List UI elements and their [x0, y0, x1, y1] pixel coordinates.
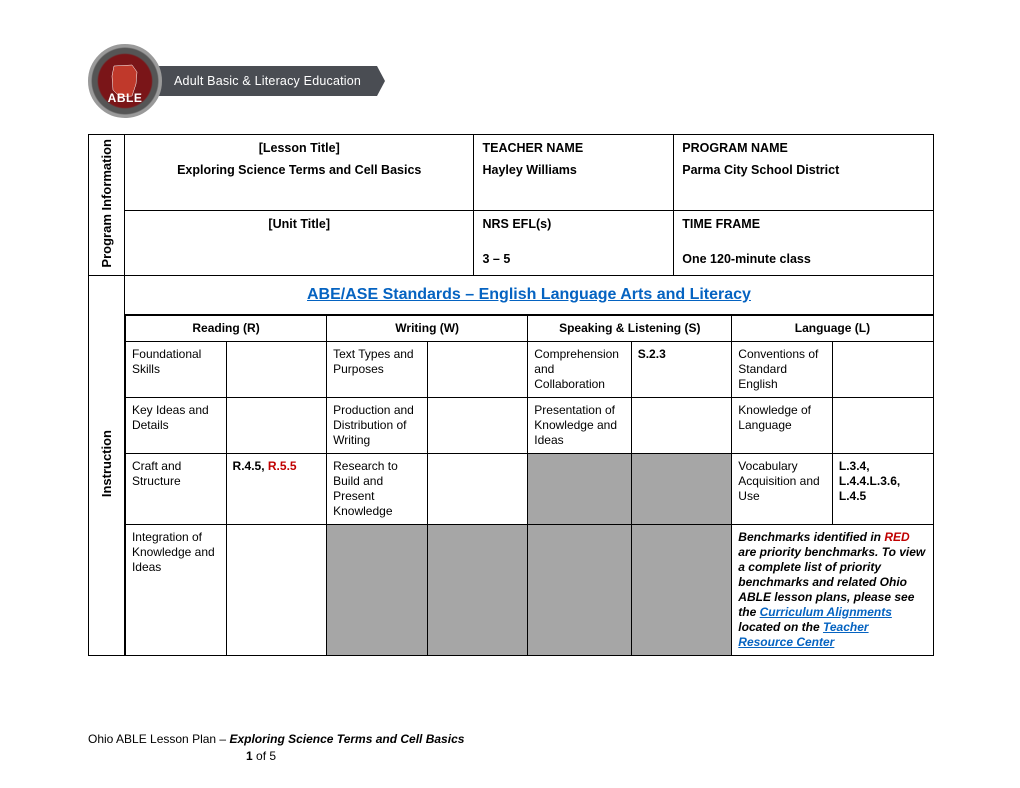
able-logo-badge: ABLE: [88, 44, 162, 118]
instruction-label: Instruction: [89, 275, 125, 656]
w-texttypes: Text Types and Purposes: [327, 341, 428, 397]
time-label: TIME FRAME: [674, 210, 934, 238]
w-production-code: [427, 397, 528, 453]
footer-line1: Ohio ABLE Lesson Plan – Exploring Scienc…: [88, 731, 464, 748]
s-comprehension: Comprehension and Collaboration: [528, 341, 631, 397]
footer: Ohio ABLE Lesson Plan – Exploring Scienc…: [88, 731, 464, 765]
w-research-code: [427, 453, 528, 524]
col-speaking: Speaking & Listening (S): [528, 315, 732, 341]
w-production: Production and Distribution of Writing: [327, 397, 428, 453]
program-label: PROGRAM NAME: [674, 135, 934, 163]
s-empty-2: [528, 524, 631, 655]
r-craft: Craft and Structure: [125, 453, 226, 524]
curriculum-alignments-link[interactable]: Curriculum Alignments: [760, 605, 892, 619]
w-texttypes-code: [427, 341, 528, 397]
unit-title-label: [Unit Title]: [124, 210, 474, 238]
teacher-name: Hayley Williams: [474, 163, 674, 210]
logo-bar: ABLE Adult Basic & Literacy Education: [88, 44, 377, 118]
standards-grid: Reading (R) Writing (W) Speaking & Liste…: [125, 315, 934, 656]
lesson-title: Exploring Science Terms and Cell Basics: [124, 163, 474, 210]
r-keyideas: Key Ideas and Details: [125, 397, 226, 453]
logo-ribbon: Adult Basic & Literacy Education: [146, 66, 377, 96]
w-research: Research to Build and Present Knowledge: [327, 453, 428, 524]
s-empty-1-code: [631, 453, 732, 524]
teacher-label: TEACHER NAME: [474, 135, 674, 163]
s-presentation-code: [631, 397, 732, 453]
s-empty-2-code: [631, 524, 732, 655]
lesson-plan-table: Program Information [Lesson Title] TEACH…: [88, 134, 934, 656]
col-writing: Writing (W): [327, 315, 528, 341]
l-conventions: Conventions of Standard English: [732, 341, 833, 397]
l-vocab: Vocabulary Acquisition and Use: [732, 453, 833, 524]
benchmark-note: Benchmarks identified in RED are priorit…: [732, 524, 933, 655]
nrs-label: NRS EFL(s): [474, 210, 674, 238]
r-integration: Integration of Knowledge and Ideas: [125, 524, 226, 655]
r-integration-code: [226, 524, 327, 655]
standards-cell: ABE/ASE Standards – English Language Art…: [124, 275, 933, 314]
r-craft-code: R.4.5, R.5.5: [226, 453, 327, 524]
l-knowledge-code: [832, 397, 933, 453]
w-empty: [327, 524, 428, 655]
time-value: One 120-minute class: [674, 238, 934, 275]
logo-acronym: ABLE: [108, 91, 143, 105]
standards-link[interactable]: ABE/ASE Standards – English Language Art…: [307, 286, 751, 303]
l-knowledge: Knowledge of Language: [732, 397, 833, 453]
r-foundational-code: [226, 341, 327, 397]
program-info-label: Program Information: [89, 135, 125, 276]
l-conventions-code: [832, 341, 933, 397]
page-number: 1 of 5: [246, 748, 464, 765]
lesson-title-label: [Lesson Title]: [124, 135, 474, 163]
l-vocab-code: L.3.4, L.4.4.L.3.6, L.4.5: [832, 453, 933, 524]
unit-title: [124, 238, 474, 275]
col-reading: Reading (R): [125, 315, 326, 341]
s-comprehension-code: S.2.3: [631, 341, 732, 397]
s-presentation: Presentation of Knowledge and Ideas: [528, 397, 631, 453]
w-empty-code: [427, 524, 528, 655]
r-foundational: Foundational Skills: [125, 341, 226, 397]
program-name: Parma City School District: [674, 163, 934, 210]
nrs-value: 3 – 5: [474, 238, 674, 275]
col-language: Language (L): [732, 315, 933, 341]
r-keyideas-code: [226, 397, 327, 453]
s-empty-1: [528, 453, 631, 524]
